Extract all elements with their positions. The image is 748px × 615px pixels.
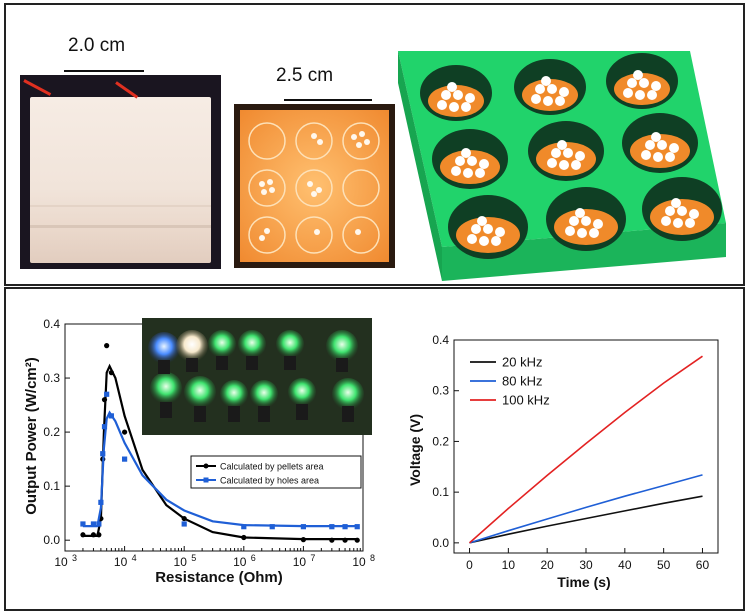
y-tick-label: 0.3: [43, 371, 60, 385]
series-line-3: [468, 355, 703, 544]
y-tick-label: 0.2: [432, 434, 449, 448]
series-line-1: [469, 495, 703, 544]
legend-label: Calculated by holes area: [220, 476, 319, 486]
x-tick-label: 30: [579, 558, 593, 572]
data-point: [80, 532, 86, 538]
y-axis-label: Voltage (V): [407, 414, 423, 486]
data-point: [108, 413, 114, 419]
legend: 20 kHz 80 kHz 100 kHz: [470, 355, 550, 408]
legend-marker: [203, 463, 209, 469]
voltage-time-chart: 0.0 0.1 0.2 0.3 0.4 0 10 20 30 40 50 60 Time (s) Vo…: [407, 333, 719, 590]
x-tick-exponent: 5: [191, 553, 196, 563]
output-power-chart: 0.00.10.20.30.410 3 10 4 10 5 10 6 10 7 10 8 Resist…: [23, 317, 375, 586]
x-tick-label: 20: [540, 558, 554, 572]
x-axis-label: Resistance (Ohm): [155, 569, 283, 586]
data-point: [98, 499, 104, 505]
series-line-2: [469, 474, 703, 544]
legend-label: 20 kHz: [502, 355, 542, 370]
x-tick-exponent: 6: [251, 553, 256, 563]
data-point: [96, 521, 102, 527]
data-point: [329, 537, 335, 543]
data-point: [329, 524, 335, 530]
x-tick-exponent: 3: [72, 553, 77, 563]
data-point: [181, 521, 187, 527]
data-point: [101, 424, 108, 430]
data-point: [300, 524, 306, 530]
y-tick-label: 0.4: [432, 333, 449, 347]
scale-bar-middle: [284, 99, 372, 101]
data-point: [100, 451, 106, 457]
legend-marker: [203, 477, 209, 483]
legend-label: 100 kHz: [502, 393, 550, 408]
led-photo-inset: [142, 318, 372, 435]
x-tick-label: 40: [618, 558, 632, 572]
data-point: [181, 515, 187, 522]
data-point: [108, 370, 114, 376]
data-point: [241, 524, 247, 530]
y-axis-label: Output Power (W/cm²): [23, 357, 40, 515]
x-tick-label: 10: [352, 555, 366, 569]
top-panel: 2.0 cm 2.5 cm: [4, 3, 745, 286]
data-point: [122, 456, 128, 462]
x-tick-label: 60: [696, 558, 710, 572]
legend-label: 80 kHz: [502, 374, 542, 389]
scale-label-left: 2.0 cm: [68, 35, 126, 56]
x-tick-exponent: 8: [370, 553, 375, 563]
x-tick-label: 10: [233, 555, 247, 569]
legend-box: [190, 455, 362, 489]
y-tick-label: 0.2: [43, 425, 60, 439]
x-tick-label: 10: [293, 555, 307, 569]
x-tick-label: 10: [174, 555, 188, 569]
data-point: [342, 537, 348, 543]
y-tick-label: 0.0: [432, 536, 449, 550]
data-point: [342, 524, 348, 530]
data-point: [104, 343, 110, 349]
x-tick-label: 10: [502, 558, 516, 572]
y-tick-label: 0.4: [43, 317, 60, 331]
data-point: [354, 537, 360, 543]
data-point: [104, 391, 110, 397]
data-point: [354, 524, 360, 530]
data-point: [90, 532, 97, 538]
x-axis-label: Time (s): [557, 574, 610, 590]
y-tick-label: 0.3: [432, 384, 449, 398]
orange-block-photo: [234, 104, 395, 268]
y-tick-label: 0.0: [43, 533, 60, 547]
x-tick-label: 10: [54, 555, 68, 569]
data-point: [101, 397, 108, 403]
x-tick-exponent: 7: [310, 553, 315, 563]
legend: Calculated by pellets area Calculated by …: [190, 455, 362, 489]
legend-label: Calculated by pellets area: [220, 462, 324, 472]
data-point: [122, 429, 128, 435]
y-tick-label: 0.1: [432, 485, 449, 499]
data-point: [90, 521, 97, 527]
hole: [420, 65, 492, 121]
data-point: [80, 521, 86, 527]
white-block-photo: [20, 75, 221, 269]
y-tick-label: 0.1: [43, 479, 60, 493]
data-point: [300, 537, 306, 543]
scale-label-middle: 2.5 cm: [276, 65, 334, 86]
x-tick-label: 0: [466, 558, 473, 572]
x-tick-label: 10: [114, 555, 128, 569]
green-model-illustration: [398, 51, 726, 281]
scale-bar-left: [64, 70, 144, 72]
bottom-panel: [4, 287, 745, 611]
x-tick-label: 50: [657, 558, 671, 572]
data-point: [241, 534, 247, 541]
data-point: [269, 524, 275, 530]
fit-line-2: [82, 410, 358, 528]
x-tick-exponent: 4: [132, 553, 137, 563]
data-point: [96, 532, 102, 538]
